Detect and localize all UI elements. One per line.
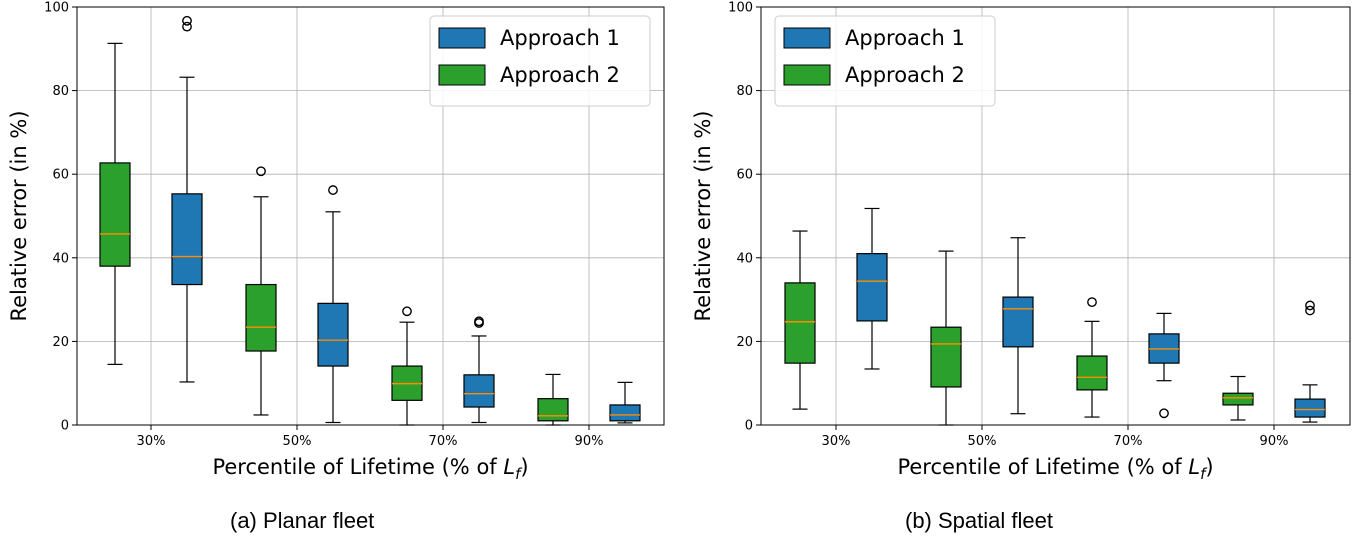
- caption-spatial-fleet: (b) Spatial fleet: [905, 508, 1053, 533]
- box-approach-1-70pct: [463, 316, 495, 424]
- box-approach-2-90pct: [537, 373, 569, 426]
- legend: Approach 1 Approach 2: [774, 15, 996, 107]
- y-tick-label: 100: [728, 1, 753, 16]
- y-axis-label: Relative error (in %): [691, 110, 715, 321]
- box-approach-2-50pct: [245, 166, 277, 416]
- legend-label-approach-1: Approach 1: [845, 26, 965, 50]
- y-tick-label: 0: [61, 419, 69, 434]
- box-approach-2-90pct: [1222, 375, 1254, 421]
- x-tick-label: 50%: [968, 434, 997, 449]
- x-tick-label: 90%: [1260, 434, 1289, 449]
- box-body: [537, 398, 569, 422]
- x-tick-label: 30%: [822, 434, 851, 449]
- outlier-point: [474, 316, 484, 327]
- box-body: [1222, 392, 1254, 406]
- x-tick-label: 90%: [575, 434, 604, 449]
- outlier-point: [328, 185, 338, 195]
- chart-panel-1: 0 20 40 60 80 100 30% 50% 70% 90% Relative error (…: [7, 1, 665, 483]
- legend-swatch-approach-2: [783, 64, 831, 86]
- y-tick-label: 20: [736, 335, 753, 350]
- legend-swatch-approach-2: [438, 64, 486, 86]
- chart-panel-2: 0 20 40 60 80 100 30% 50% 70% 90% Relative error (…: [691, 1, 1351, 483]
- outlier-point: [1305, 300, 1315, 311]
- legend: Approach 1 Approach 2: [429, 15, 651, 107]
- y-tick-label: 100: [44, 1, 69, 16]
- box-approach-2-70pct: [391, 306, 423, 426]
- plot-frame: [76, 6, 665, 426]
- box-approach-1-30pct: [856, 207, 888, 370]
- box-approach-2-50pct: [930, 250, 962, 426]
- legend-label-approach-2: Approach 2: [500, 63, 620, 87]
- box-approach-2-70pct: [1076, 297, 1108, 418]
- outlier-point: [1087, 297, 1097, 308]
- y-tick-label: 80: [736, 84, 753, 99]
- legend-label-approach-2: Approach 2: [845, 63, 965, 87]
- box-body: [856, 253, 888, 322]
- box-approach-1-50pct: [1002, 237, 1034, 415]
- x-axis-label: Percentile of Lifetime (% of Lf): [212, 455, 528, 483]
- outlier-point: [402, 306, 412, 317]
- box-body: [1002, 296, 1034, 348]
- x-tick-label: 50%: [283, 434, 312, 449]
- box-approach-2-30pct: [99, 42, 131, 365]
- plot-frame: [760, 6, 1351, 426]
- outlier-point: [256, 166, 266, 177]
- box-approach-1-30pct: [171, 15, 203, 383]
- box-approach-1-90pct: [1294, 300, 1326, 423]
- legend-swatch-approach-1: [438, 27, 486, 49]
- box-body: [784, 282, 816, 364]
- box-body: [317, 302, 349, 367]
- outlier-point: [1305, 305, 1315, 316]
- y-tick-label: 40: [52, 251, 69, 266]
- x-tick-label: 30%: [137, 434, 166, 449]
- legend-swatch-approach-1: [783, 27, 831, 49]
- box-body: [1076, 355, 1108, 391]
- y-tick-label: 0: [745, 419, 753, 434]
- y-tick-label: 40: [736, 251, 753, 266]
- box-body: [245, 283, 277, 352]
- box-approach-2-30pct: [784, 230, 816, 410]
- legend-label-approach-1: Approach 1: [500, 26, 620, 50]
- box-body: [99, 162, 131, 267]
- x-tick-label: 70%: [429, 434, 458, 449]
- y-tick-label: 20: [52, 335, 69, 350]
- box-approach-1-70pct: [1148, 312, 1180, 419]
- y-tick-label: 60: [736, 168, 753, 183]
- box-body: [930, 326, 962, 388]
- y-axis-label: Relative error (in %): [7, 110, 31, 321]
- y-tick-label: 80: [52, 84, 69, 99]
- box-body: [1294, 398, 1326, 418]
- box-approach-1-90pct: [609, 381, 641, 424]
- x-axis-label: Percentile of Lifetime (% of Lf): [897, 455, 1213, 483]
- caption-planar-fleet: (a) Planar fleet: [230, 508, 375, 533]
- box-body: [463, 374, 495, 408]
- box-body: [171, 193, 203, 286]
- outlier-point: [1159, 408, 1169, 419]
- box-approach-1-50pct: [317, 185, 349, 424]
- x-tick-label: 70%: [1114, 434, 1143, 449]
- box-body: [609, 404, 641, 422]
- outlier-point: [182, 21, 192, 32]
- y-tick-label: 60: [52, 168, 69, 183]
- outlier-point: [182, 15, 192, 26]
